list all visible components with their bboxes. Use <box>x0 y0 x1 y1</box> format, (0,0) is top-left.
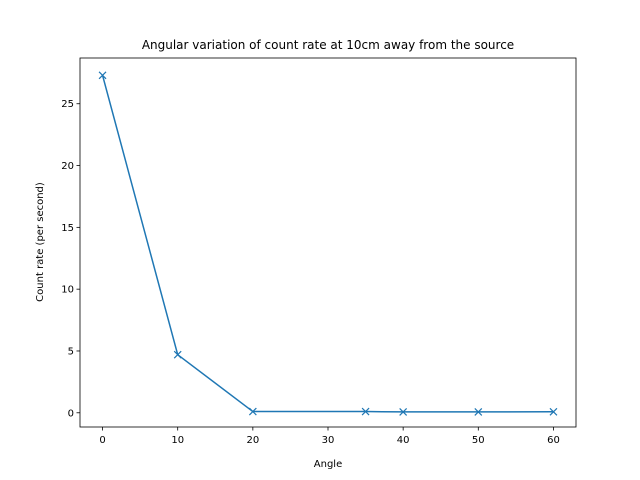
data-point <box>361 407 370 416</box>
x-tick-label: 0 <box>99 435 105 446</box>
chart-title: Angular variation of count rate at 10cm … <box>142 38 514 52</box>
data-point <box>549 407 558 416</box>
y-tick-label: 20 <box>61 161 74 172</box>
y-tick-label: 0 <box>68 408 74 419</box>
x-tick-label: 60 <box>547 435 560 446</box>
axes-frame <box>79 57 577 428</box>
data-point <box>173 350 182 359</box>
y-tick-label: 10 <box>61 285 74 296</box>
x-tick-label: 20 <box>246 435 259 446</box>
data-point <box>474 407 483 416</box>
y-tick-label: 25 <box>61 99 74 110</box>
y-axis-label: Count rate (per second) <box>35 182 46 302</box>
plot-area: 0 10 20 30 40 50 60 0 5 10 15 20 25 <box>61 71 560 446</box>
data-point <box>248 407 257 416</box>
y-tick-label: 5 <box>68 346 74 357</box>
data-point <box>399 407 408 416</box>
y-tick-label: 15 <box>61 223 74 234</box>
x-axis-label: Angle <box>314 459 342 470</box>
x-tick-label: 10 <box>171 435 184 446</box>
x-tick-label: 50 <box>472 435 485 446</box>
x-tick-label: 40 <box>397 435 410 446</box>
data-point <box>98 71 107 80</box>
x-tick-label: 30 <box>322 435 335 446</box>
